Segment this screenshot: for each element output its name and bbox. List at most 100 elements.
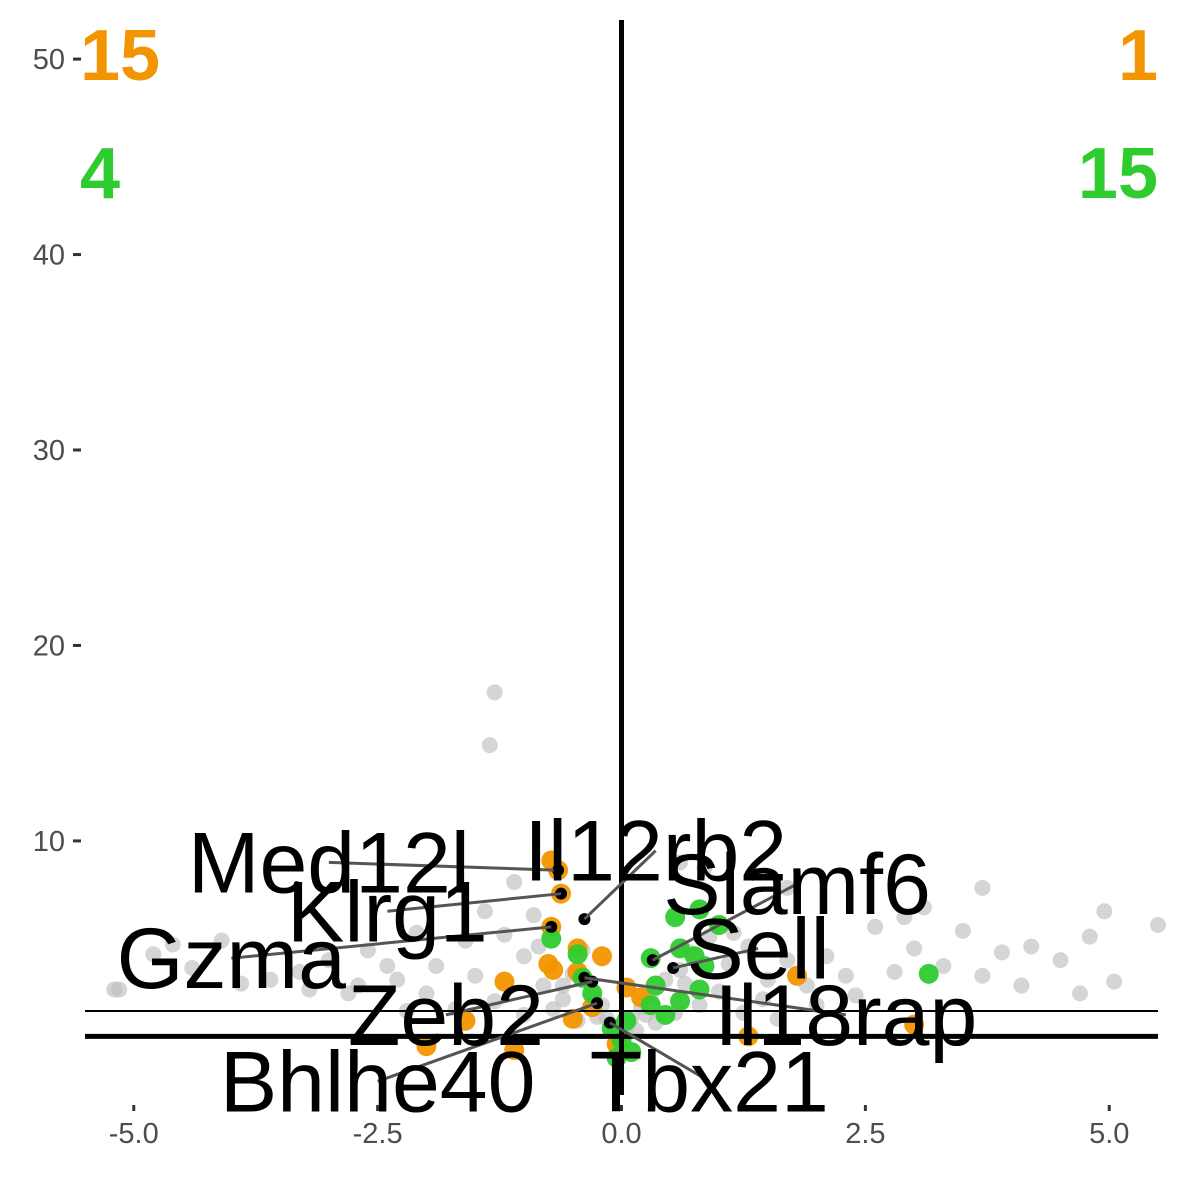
point-nonsig <box>233 975 250 992</box>
point-nonsig <box>486 684 503 701</box>
point-nonsig <box>506 873 523 890</box>
y-tick-label: 50 <box>33 44 65 76</box>
gene-label-med12l: Med12l <box>188 815 470 911</box>
point-nonsig <box>867 918 884 935</box>
annotation-connector <box>445 980 593 1017</box>
point-nonsig <box>1023 938 1040 955</box>
point-green <box>645 975 666 996</box>
point-nonsig <box>554 991 571 1008</box>
count-green-right: 15 <box>1078 134 1158 214</box>
x-tick-label: 0.0 <box>601 1118 641 1150</box>
point-nonsig <box>1081 928 1098 945</box>
point-nonsig <box>1013 977 1030 994</box>
point-orange <box>504 1040 525 1061</box>
annotation-connector <box>231 925 552 960</box>
point-nonsig <box>350 977 367 994</box>
point-nonsig <box>301 981 318 998</box>
x-tick-label: 5.0 <box>1089 1118 1129 1150</box>
annotation-connector <box>584 976 847 1017</box>
point-orange <box>543 959 564 980</box>
point-nonsig <box>184 959 201 976</box>
point-nonsig <box>428 958 445 974</box>
point-nonsig <box>672 854 689 871</box>
point-nonsig <box>467 967 484 984</box>
point-nonsig <box>418 985 435 1002</box>
point-nonsig <box>779 952 796 969</box>
gene-annotations-layer: Med12l Il12rb2 Klrg1 Slamf6 Gzma Sell Zeb2 Il18… <box>117 804 978 1131</box>
y-tick-label: 40 <box>33 240 65 272</box>
point-nonsig <box>906 940 923 957</box>
point-nonsig <box>935 958 952 974</box>
point-nonsig <box>291 963 308 980</box>
point-nonsig <box>847 987 864 1004</box>
axes-layer: -5.0 -2.5 0.0 2.5 5.0 10 20 30 40 50 <box>33 44 1130 1150</box>
gene-label-bhlhe40: Bhlhe40 <box>220 1034 536 1130</box>
point-nonsig <box>496 926 513 943</box>
point-nonsig <box>1150 916 1166 933</box>
point-nonsig <box>974 879 991 896</box>
point-nonsig <box>886 963 903 980</box>
point-nonsig <box>896 909 913 926</box>
y-tick-label: 10 <box>33 826 65 858</box>
reference-lines-layer <box>85 20 1158 1095</box>
point-nonsig <box>1096 903 1113 920</box>
gene-label-zeb2: Zeb2 <box>348 968 544 1064</box>
point-nonsig <box>720 956 737 973</box>
group-counts-layer: 15 1 4 15 <box>80 16 1158 214</box>
point-green <box>665 907 686 928</box>
point-nonsig <box>974 967 991 984</box>
gene-label-il12rb2: Il12rb2 <box>524 804 787 900</box>
count-orange-left: 15 <box>80 16 160 96</box>
annotation-connector <box>652 882 798 962</box>
point-nonsig <box>676 975 693 992</box>
x-tick-label: 2.5 <box>845 1118 885 1150</box>
gene-label-il18rap: Il18rap <box>714 968 977 1064</box>
point-nonsig <box>481 737 498 754</box>
y-tick-label: 30 <box>33 435 65 467</box>
point-nonsig <box>759 971 776 988</box>
point-green <box>918 963 939 984</box>
point-nonsig <box>769 1010 786 1027</box>
annotation-connector <box>672 946 759 970</box>
point-nonsig <box>837 967 854 984</box>
point-orange <box>904 1014 925 1035</box>
point-nonsig <box>1071 985 1088 1002</box>
x-tick-label: -5.0 <box>109 1118 159 1150</box>
point-nonsig <box>106 981 123 998</box>
point-nonsig <box>213 932 230 949</box>
y-tick-label: 20 <box>33 630 65 662</box>
point-nonsig <box>476 903 493 920</box>
gene-label-tbx21: Tbx21 <box>590 1034 829 1130</box>
annotation-connector <box>609 1021 711 1083</box>
point-nonsig <box>545 1001 562 1017</box>
count-orange-right: 1 <box>1118 16 1158 96</box>
x-tick-label: -2.5 <box>353 1118 403 1150</box>
annotation-connector <box>387 892 562 913</box>
point-orange <box>494 971 515 992</box>
point-green <box>541 928 562 949</box>
point-nonsig <box>379 958 396 974</box>
point-nonsig <box>515 948 532 965</box>
point-nonsig <box>954 922 971 939</box>
point-orange <box>787 965 808 986</box>
point-orange <box>455 1010 476 1031</box>
point-nonsig <box>320 952 337 969</box>
gene-label-slamf6: Slamf6 <box>663 837 931 933</box>
point-nonsig <box>262 971 279 988</box>
point-nonsig <box>696 860 713 877</box>
count-green-left: 4 <box>80 134 120 214</box>
point-nonsig <box>535 977 552 994</box>
point-nonsig <box>1052 952 1069 969</box>
point-green <box>670 991 691 1012</box>
point-nonsig <box>164 936 181 953</box>
annotation-connector <box>328 860 559 872</box>
point-nonsig <box>525 907 542 924</box>
annotation-connector <box>377 1001 598 1083</box>
point-nonsig <box>915 899 932 916</box>
gene-label-klrg1: Klrg1 <box>287 864 488 960</box>
point-nonsig <box>818 948 835 965</box>
point-nonsig <box>725 924 742 941</box>
point-green <box>655 1004 676 1025</box>
point-orange <box>416 1036 437 1057</box>
point-green <box>567 944 588 965</box>
